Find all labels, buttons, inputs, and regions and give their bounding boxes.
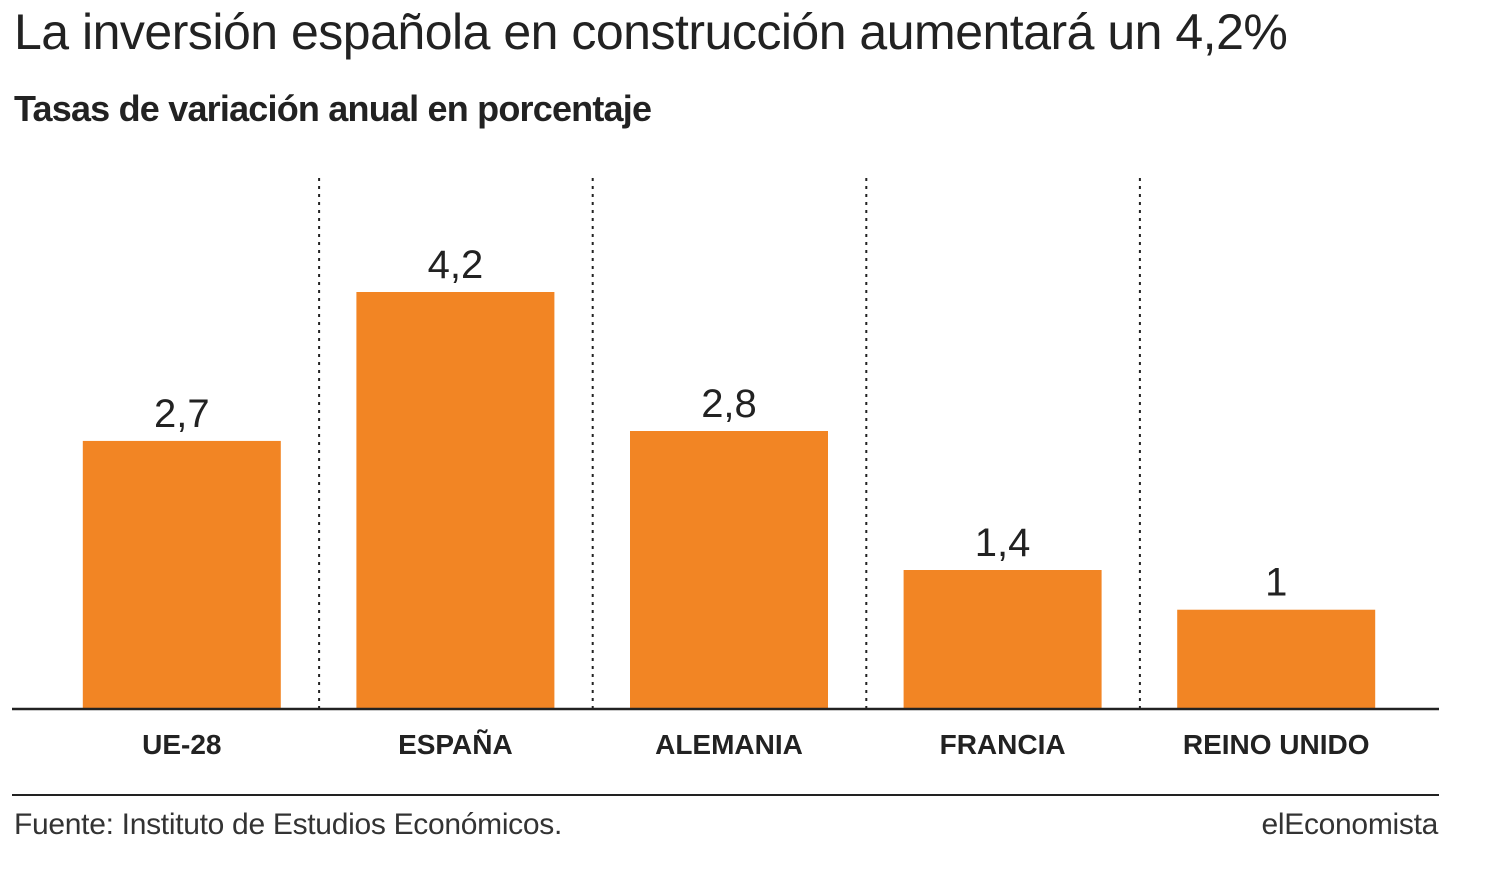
bar-value-label: 2,8 <box>701 382 757 426</box>
publisher-brand: elEconomista <box>1261 808 1439 841</box>
bar-value-label: 2,7 <box>154 392 210 436</box>
bar-francia <box>903 570 1102 709</box>
category-label: FRANCIA <box>940 729 1066 760</box>
category-label: REINO UNIDO <box>1183 729 1370 760</box>
bar-reino-unido <box>1177 609 1376 709</box>
footer-divider <box>12 794 1439 796</box>
chart-title: La inversión española en construcción au… <box>14 4 1288 60</box>
category-label: ALEMANIA <box>655 729 803 760</box>
bar-value-label: 1 <box>1265 561 1287 605</box>
source-note: Fuente: Instituto de Estudios Económicos… <box>14 808 563 841</box>
bar-espa-a <box>356 292 555 709</box>
bar-alemania <box>630 431 828 709</box>
bar-value-label: 1,4 <box>975 521 1031 565</box>
bar-value-label: 4,2 <box>428 243 484 287</box>
chart-subtitle: Tasas de variación anual en porcentaje <box>14 88 652 129</box>
bar-ue-28 <box>82 440 281 709</box>
category-label: ESPAÑA <box>398 729 513 760</box>
category-label: UE-28 <box>142 729 221 760</box>
